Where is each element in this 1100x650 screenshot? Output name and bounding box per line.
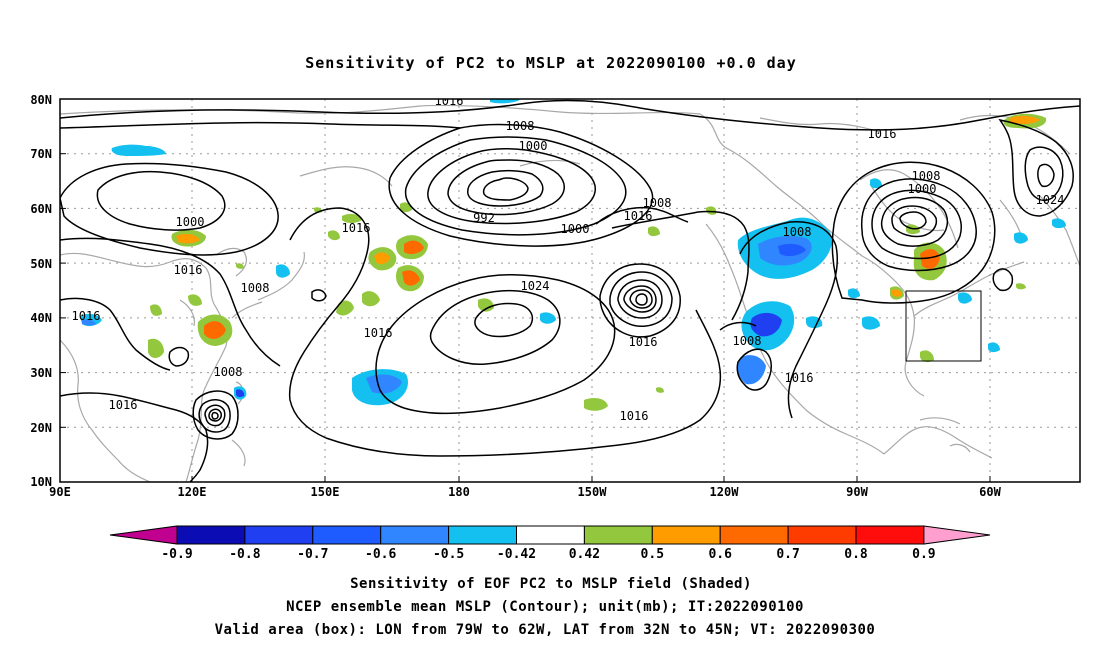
lat-label: 60N bbox=[30, 202, 52, 216]
colorbar-tick-label: 0.42 bbox=[569, 547, 600, 562]
lat-label: 70N bbox=[30, 147, 52, 161]
colorbar-segment bbox=[855, 525, 925, 545]
contour-label: 1016 bbox=[868, 127, 897, 141]
caption-line: Valid area (box): LON from 79W to 62W, L… bbox=[215, 622, 876, 638]
lat-label: 30N bbox=[30, 366, 52, 380]
colorbar-segment bbox=[719, 525, 789, 545]
lon-label: 60W bbox=[979, 485, 1001, 499]
contour-labels: 1016 1008 1000 992 1000 1016 1008 1016 1… bbox=[72, 94, 1065, 423]
colorbar-tick-label: -0.9 bbox=[161, 547, 192, 562]
longitude-labels: 90E 120E 150E 180 150W 120W 90W 60W bbox=[49, 485, 1001, 499]
graticule bbox=[60, 99, 1080, 482]
contour-label: 1024 bbox=[1036, 193, 1065, 207]
lon-label: 150E bbox=[311, 485, 340, 499]
colorbar: -0.9 -0.8 -0.7 -0.6 -0.5 -0.42 0.42 0.5 … bbox=[109, 525, 991, 562]
caption-line: NCEP ensemble mean MSLP (Contour); unit(… bbox=[286, 599, 804, 615]
valid-area-box bbox=[905, 290, 982, 362]
contour-label: 1000 bbox=[561, 222, 590, 236]
lon-label: 180 bbox=[448, 485, 470, 499]
lat-label: 10N bbox=[30, 475, 52, 489]
colorbar-segment bbox=[787, 525, 857, 545]
sensitivity-shading bbox=[80, 99, 1066, 411]
contour-label: 1016 bbox=[785, 371, 814, 385]
colorbar-tick-label: -0.5 bbox=[433, 547, 464, 562]
colorbar-segment bbox=[244, 525, 314, 545]
lon-label: 90W bbox=[846, 485, 868, 499]
map-frame bbox=[59, 98, 1081, 483]
lon-label: 120E bbox=[178, 485, 207, 499]
colorbar-tick-label: -0.6 bbox=[365, 547, 396, 562]
contour-label: 1016 bbox=[364, 326, 393, 340]
lon-label: 150W bbox=[578, 485, 608, 499]
colorbar-tick-label: 0.7 bbox=[776, 547, 799, 562]
contour-label: 1024 bbox=[521, 279, 550, 293]
contour-label: 1008 bbox=[643, 196, 672, 210]
colorbar-segment bbox=[516, 525, 585, 545]
contour-label: 1016 bbox=[624, 209, 653, 223]
colorbar-segment bbox=[380, 525, 450, 545]
contour-label: 1008 bbox=[214, 365, 243, 379]
colorbar-tick-label: 0.6 bbox=[708, 547, 732, 562]
colorbar-left-arrow bbox=[109, 525, 178, 545]
mslp-contours bbox=[60, 99, 1080, 482]
map-panel: 1016 1008 1000 992 1000 1016 1008 1016 1… bbox=[59, 94, 1081, 483]
colorbar-segment bbox=[583, 525, 653, 545]
lon-label: 120W bbox=[710, 485, 740, 499]
colorbar-tick-label: -0.42 bbox=[497, 547, 536, 562]
colorbar-segment bbox=[176, 525, 246, 545]
colorbar-right-arrow bbox=[923, 525, 991, 545]
colorbar-tick-label: -0.7 bbox=[297, 547, 328, 562]
colorbar-segment bbox=[312, 525, 382, 545]
axis-ticks bbox=[60, 98, 991, 482]
colorbar-segment bbox=[448, 525, 518, 545]
colorbar-segment bbox=[651, 525, 721, 545]
contour-label: 1008 bbox=[912, 169, 941, 183]
figure-caption: Sensitivity of EOF PC2 to MSLP field (Sh… bbox=[215, 576, 876, 638]
contour-label: 1016 bbox=[620, 409, 649, 423]
lat-label: 80N bbox=[30, 93, 52, 107]
lat-label: 20N bbox=[30, 421, 52, 435]
colorbar-tick-label: -0.8 bbox=[229, 547, 260, 562]
contour-label: 1000 bbox=[176, 215, 205, 229]
latitude-labels: 80N 70N 60N 50N 40N 30N 20N 10N bbox=[30, 93, 52, 489]
lon-label: 90E bbox=[49, 485, 71, 499]
contour-label: 1000 bbox=[519, 139, 548, 153]
contour-label: 992 bbox=[473, 211, 495, 225]
contour-label: 1016 bbox=[342, 221, 371, 235]
caption-line: Sensitivity of EOF PC2 to MSLP field (Sh… bbox=[350, 576, 752, 592]
contour-label: 1000 bbox=[908, 182, 937, 196]
contour-label: 1016 bbox=[174, 263, 203, 277]
contour-label: 1008 bbox=[733, 334, 762, 348]
contour-label: 1008 bbox=[783, 225, 812, 239]
lat-label: 50N bbox=[30, 257, 52, 271]
colorbar-tick-label: 0.9 bbox=[912, 547, 935, 562]
contour-label: 1016 bbox=[435, 94, 464, 108]
contour-label: 1016 bbox=[72, 309, 101, 323]
contour-label: 1016 bbox=[629, 335, 658, 349]
lat-label: 40N bbox=[30, 311, 52, 325]
contour-label: 1008 bbox=[506, 119, 535, 133]
contour-label: 1016 bbox=[109, 398, 138, 412]
map-title: Sensitivity of PC2 to MSLP at 2022090100… bbox=[305, 54, 797, 72]
contour-label: 1008 bbox=[241, 281, 270, 295]
colorbar-tick-label: 0.8 bbox=[844, 547, 868, 562]
colorbar-tick-label: 0.5 bbox=[641, 547, 664, 562]
